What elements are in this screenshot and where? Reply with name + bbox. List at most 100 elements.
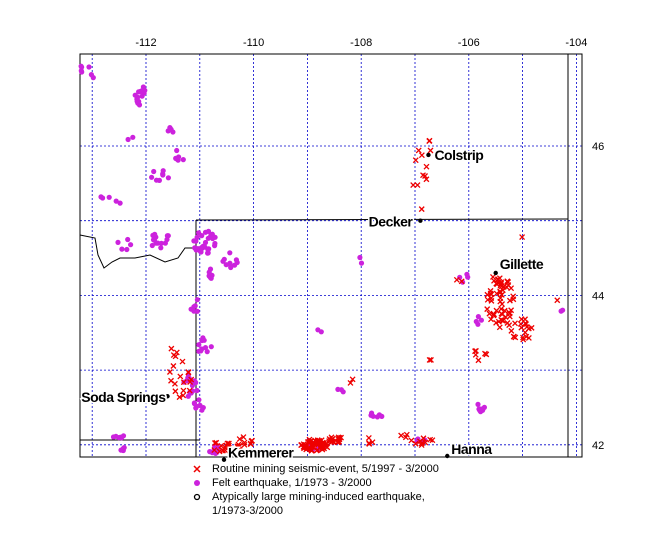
felt-earthquake-marker [110, 434, 117, 440]
mining-event-marker [493, 307, 500, 314]
mining-event-marker [188, 376, 195, 383]
felt-earthquake-marker [185, 393, 191, 399]
felt-earthquake-marker [233, 257, 239, 263]
mining-event-marker [499, 317, 506, 324]
mining-event-marker [168, 345, 175, 352]
felt-earthquake-marker [204, 349, 210, 355]
felt-earthquake-marker [221, 256, 227, 262]
mining-event-marker [426, 137, 433, 144]
mining-event-markers [166, 137, 561, 455]
legend-item-felt-earthquake: Felt earthquake, 1/1973 - 3/2000 [182, 476, 502, 490]
mining-event-marker [398, 432, 405, 439]
felt-earthquake-marker [88, 72, 94, 78]
city-label-hanna: Hanna [451, 441, 492, 457]
felt-earthquake-marker [158, 245, 164, 251]
felt-earthquake-marker [162, 240, 168, 246]
city-label-decker: Decker [369, 214, 414, 230]
mining-event-marker [412, 157, 419, 164]
lon-tick-label: -106 [458, 37, 480, 49]
state-border [79, 234, 196, 269]
mining-event-marker [482, 350, 488, 357]
felt-earthquake-marker [475, 401, 481, 407]
felt-earthquake-marker [560, 307, 566, 313]
mining-event-marker [493, 290, 500, 297]
felt-earthquake-marker [196, 348, 202, 354]
felt-earthquake-marker [357, 254, 363, 261]
mining-event-marker [179, 358, 186, 365]
felt-earthquake-marker [79, 69, 85, 75]
felt-earthquake-marker [140, 84, 146, 90]
mining-event-marker [505, 309, 512, 316]
felt-earthquake-marker [207, 449, 213, 455]
mining-event-marker [328, 434, 335, 441]
felt-earthquake-marker [149, 242, 155, 249]
mining-event-marker [497, 288, 504, 295]
mining-event-marker [248, 438, 255, 445]
mining-event-marker [220, 447, 227, 454]
mining-event-marker [518, 324, 525, 331]
mining-event-marker [186, 387, 193, 394]
felt-earthquake-marker [115, 239, 121, 245]
mining-event-marker [423, 163, 430, 170]
map-legend: Routine mining seismic-event, 5/1997 - 3… [182, 462, 502, 518]
felt-earthquake-marker [205, 235, 211, 241]
mining-event-marker [512, 320, 518, 327]
state-border [195, 218, 569, 221]
felt-earthquake-marker [473, 318, 479, 325]
felt-earthquake-marker [205, 250, 211, 256]
felt-earthquake-marker [149, 174, 155, 180]
mining-event-marker [318, 441, 325, 448]
mining-event-marker [427, 436, 434, 443]
mining-event-marker [426, 356, 433, 363]
mining-event-marker [493, 280, 500, 287]
mining-event-marker [522, 320, 529, 327]
felt-earthquake-marker [478, 406, 484, 412]
coordinate-labels: -112 -110 -108 -106 -104 46 44 42 [135, 37, 604, 452]
mining-event-marker [511, 333, 517, 340]
felt-earthquake-marker [358, 260, 365, 266]
mining-event-marker [498, 305, 505, 312]
lon-tick-label: -108 [350, 37, 372, 49]
felt-earthquake-marker [174, 147, 180, 154]
mining-event-marker [166, 369, 173, 375]
felt-earthquake-marker [180, 157, 186, 163]
felt-earthquake-marker [150, 237, 157, 243]
felt-earthquake-marker [232, 262, 238, 268]
mining-event-marker [525, 325, 532, 332]
lon-tick-label: -110 [243, 37, 264, 49]
mining-event-marker [506, 297, 513, 304]
felt-earthquake-marker [338, 387, 344, 393]
mining-event-marker [236, 443, 243, 450]
felt-earthquake-marker [165, 175, 171, 181]
felt-earthquake-marker [156, 177, 162, 183]
mining-event-marker [488, 316, 494, 323]
mining-event-marker [172, 388, 179, 395]
mining-event-marker [498, 280, 505, 287]
felt-earthquake-marker [465, 274, 471, 280]
felt-earthquake-marker [212, 234, 218, 240]
mining-event-marker [453, 276, 460, 283]
mining-event-marker [418, 152, 425, 159]
mining-event-marker [180, 387, 187, 394]
mining-event-marker [336, 436, 343, 443]
magenta-dot-icon [182, 476, 212, 490]
mining-event-marker [213, 439, 220, 446]
mining-event-marker [241, 441, 248, 448]
black-circle-icon [182, 490, 212, 504]
mining-event-marker [176, 394, 183, 401]
felt-earthquake-marker [212, 243, 218, 249]
legend-label: Atypically large mining-induced earthqua… [212, 491, 425, 517]
felt-earthquake-marker [165, 233, 171, 239]
felt-earthquake-marker [315, 327, 321, 333]
felt-earthquake-marker [369, 410, 375, 416]
mining-event-marker [180, 392, 187, 399]
lon-tick-label: -104 [565, 37, 587, 49]
felt-earthquake-marker [202, 239, 209, 246]
felt-earthquake-marker [86, 64, 92, 70]
mining-event-marker [222, 444, 229, 451]
map-frame [79, 53, 583, 458]
felt-earthquake-marker [478, 317, 484, 323]
mining-event-marker [484, 306, 491, 313]
mining-event-marker [503, 284, 510, 291]
felt-earthquake-marker [135, 100, 141, 106]
